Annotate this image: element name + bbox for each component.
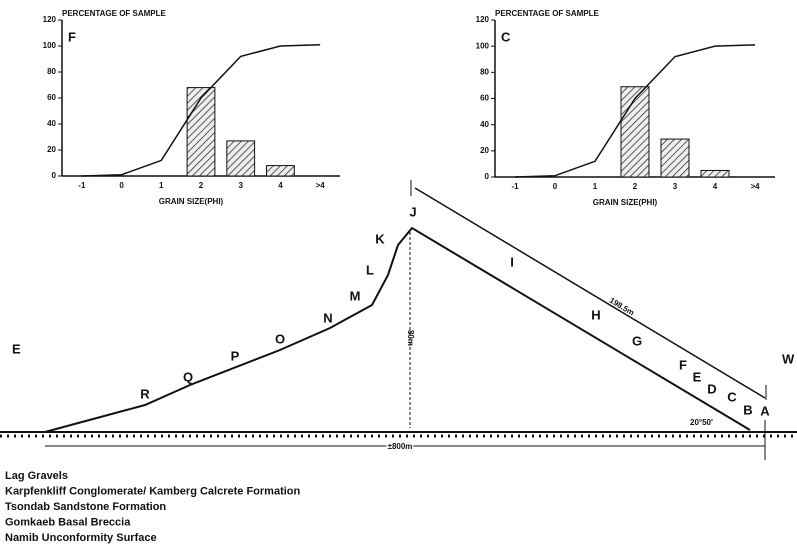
- point-label: B: [743, 402, 752, 417]
- y-tick-label: 20: [480, 146, 489, 155]
- y-tick-label: 80: [480, 67, 489, 76]
- x-tick-label: 1: [159, 181, 164, 190]
- legend-item: Karpfenkliff Conglomerate/ Kamberg Calcr…: [5, 485, 301, 497]
- point-label: P: [231, 348, 240, 363]
- legend-item: Lag Gravels: [5, 470, 68, 482]
- y-tick-label: 20: [47, 145, 56, 154]
- point-label: A: [760, 403, 770, 418]
- y-tick-label: 100: [43, 41, 57, 50]
- x-tick-label: 0: [119, 181, 124, 190]
- x-axis-label: GRAIN SIZE(PHI): [593, 198, 658, 207]
- chart-title: PERCENTAGE OF SAMPLE: [62, 9, 167, 18]
- x-tick-label: -1: [78, 181, 86, 190]
- x-tick-label: 4: [713, 182, 718, 191]
- side-label: W: [782, 351, 795, 366]
- height-label: 80m: [406, 330, 415, 346]
- x-tick-label: >4: [316, 181, 326, 190]
- legend: Lag Gravels Karpfenkliff Conglomerate/ Ka…: [5, 470, 301, 544]
- point-label: C: [727, 389, 737, 404]
- legend-item: Gomkaeb Basal Breccia: [5, 516, 131, 528]
- point-label: I: [510, 254, 514, 269]
- x-tick-label: 2: [199, 181, 204, 190]
- bar: [661, 139, 689, 177]
- bar: [187, 88, 215, 176]
- point-label: D: [707, 381, 716, 396]
- figure: 80m 198.5m 20°50' ±800m E W Lag GravelsK…: [0, 0, 797, 549]
- x-axis-label: GRAIN SIZE(PHI): [159, 197, 224, 206]
- y-tick-label: 40: [480, 120, 489, 129]
- x-tick-label: 1: [593, 182, 598, 191]
- chart-title: PERCENTAGE OF SAMPLE: [495, 9, 600, 18]
- bar: [621, 87, 649, 177]
- y-tick-label: 120: [476, 15, 490, 24]
- dune-profile: [45, 228, 750, 432]
- y-tick-label: 60: [47, 93, 56, 102]
- y-tick-label: 0: [52, 171, 57, 180]
- bar: [267, 166, 295, 176]
- point-label: H: [591, 307, 600, 322]
- x-tick-label: 3: [673, 182, 678, 191]
- x-tick-label: 4: [278, 181, 283, 190]
- bar: [227, 141, 255, 176]
- y-tick-label: 40: [47, 119, 56, 128]
- point-label: Q: [183, 369, 193, 384]
- point-label: G: [632, 333, 642, 348]
- y-tick-label: 100: [476, 41, 490, 50]
- point-label: N: [323, 310, 332, 325]
- point-label: F: [679, 357, 687, 372]
- x-tick-label: 3: [238, 181, 243, 190]
- x-tick-label: 0: [553, 182, 558, 191]
- legend-item: Namib Unconformity Surface: [5, 532, 157, 544]
- point-label: R: [140, 386, 150, 401]
- bar: [701, 170, 729, 177]
- point-label: L: [366, 262, 374, 277]
- x-tick-label: -1: [511, 182, 519, 191]
- width-label: ±800m: [388, 442, 413, 451]
- y-tick-label: 60: [480, 94, 489, 103]
- side-label: E: [12, 341, 21, 356]
- point-label: J: [409, 204, 416, 219]
- point-label: M: [350, 288, 361, 303]
- slope-line: [415, 188, 765, 398]
- point-label: K: [375, 231, 385, 246]
- y-tick-label: 0: [485, 172, 490, 181]
- angle-label: 20°50': [690, 418, 713, 427]
- y-tick-label: 120: [43, 15, 57, 24]
- point-label: O: [275, 331, 285, 346]
- panel-label: F: [68, 29, 76, 44]
- point-label: E: [693, 369, 702, 384]
- x-tick-label: 2: [633, 182, 638, 191]
- panel-label: C: [501, 29, 511, 44]
- legend-item: Tsondab Sandstone Formation: [5, 501, 166, 513]
- x-tick-label: >4: [750, 182, 760, 191]
- y-tick-label: 80: [47, 67, 56, 76]
